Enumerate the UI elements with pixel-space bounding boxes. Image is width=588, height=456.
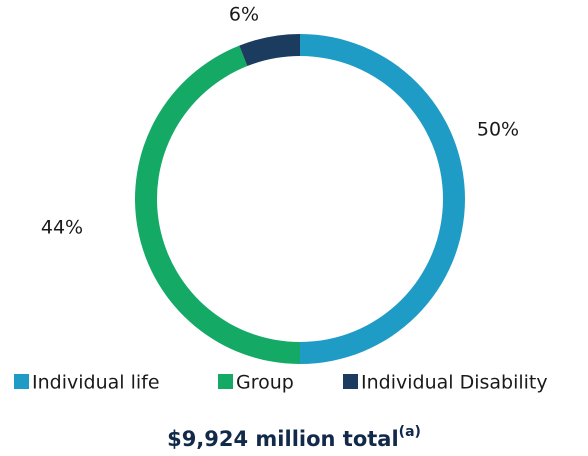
slice <box>300 34 465 364</box>
total-label: $9,924 million total(a) <box>167 424 421 451</box>
value-label: 6% <box>229 4 259 26</box>
legend-label: Individual life <box>32 372 160 394</box>
legend-swatch <box>218 374 233 389</box>
total-text: $9,924 million total <box>167 427 399 451</box>
total-note: (a) <box>399 424 421 440</box>
slice <box>239 34 300 67</box>
legend-swatch <box>14 374 29 389</box>
slice <box>134 45 300 364</box>
legend-label: Individual Disability <box>361 372 548 394</box>
legend-swatch <box>343 374 358 389</box>
value-label: 50% <box>477 119 519 141</box>
value-label: 44% <box>41 217 83 239</box>
legend-label: Group <box>236 372 294 394</box>
